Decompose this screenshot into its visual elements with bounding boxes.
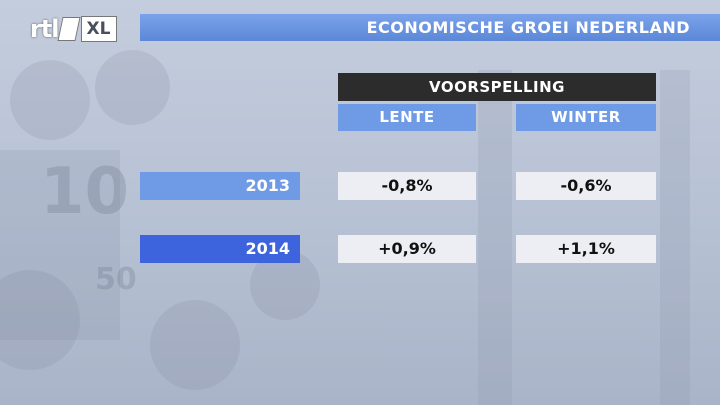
logo-mark-icon — [56, 17, 81, 41]
coin-decoration — [150, 300, 240, 390]
column-header-winter: WINTER — [516, 104, 656, 131]
column-stripe — [660, 70, 690, 405]
banknote-ten-decoration: 10 — [40, 155, 130, 229]
row-label-2013: 2013 — [140, 172, 300, 200]
row-label-2014: 2014 — [140, 235, 300, 263]
cell-2013-lente: -0,8% — [338, 172, 476, 200]
cell-2014-lente: +0,9% — [338, 235, 476, 263]
rtl-xl-logo: rtl XL — [30, 14, 117, 44]
banknote-fifty-decoration: 50 — [95, 262, 137, 297]
cell-2013-winter: -0,6% — [516, 172, 656, 200]
cell-2014-winter: +1,1% — [516, 235, 656, 263]
group-header-voorspelling: VOORSPELLING — [338, 73, 656, 101]
column-header-lente: LENTE — [338, 104, 476, 131]
banknote-background — [0, 150, 120, 340]
title-bar: ECONOMISCHE GROEI NEDERLAND — [140, 14, 720, 41]
page-title: ECONOMISCHE GROEI NEDERLAND — [366, 18, 690, 37]
coin-decoration — [95, 50, 170, 125]
logo-brand: rtl — [30, 15, 60, 43]
logo-suffix: XL — [80, 16, 117, 42]
coin-decoration — [10, 60, 90, 140]
column-stripe — [478, 70, 512, 405]
coin-decoration — [0, 270, 80, 370]
